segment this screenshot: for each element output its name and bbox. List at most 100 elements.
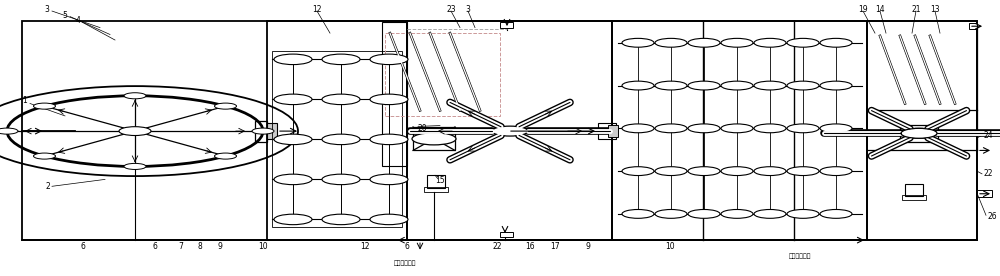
Circle shape [688, 209, 720, 218]
Text: 23: 23 [446, 5, 456, 14]
Circle shape [820, 209, 852, 218]
Bar [500, 232, 513, 237]
Text: 1: 1 [23, 96, 27, 105]
Circle shape [655, 209, 687, 218]
Circle shape [787, 81, 819, 90]
Circle shape [274, 174, 312, 185]
Circle shape [754, 209, 786, 218]
Text: 10: 10 [665, 242, 675, 251]
Circle shape [274, 134, 312, 145]
Circle shape [274, 214, 312, 225]
Bar [382, 22, 407, 166]
Text: 2: 2 [46, 182, 50, 191]
Circle shape [787, 124, 819, 133]
Text: 20: 20 [417, 124, 427, 133]
Text: 22: 22 [492, 242, 502, 251]
Text: 22: 22 [983, 169, 992, 178]
Circle shape [754, 38, 786, 47]
Circle shape [370, 134, 408, 145]
Text: 15: 15 [435, 176, 445, 185]
Circle shape [322, 94, 360, 105]
Circle shape [820, 167, 852, 176]
Circle shape [622, 124, 654, 133]
Text: 12: 12 [360, 242, 370, 251]
Circle shape [322, 54, 360, 65]
Circle shape [0, 128, 18, 134]
Text: 13: 13 [930, 5, 940, 14]
Text: 26: 26 [987, 212, 997, 221]
Circle shape [622, 38, 654, 47]
Circle shape [655, 38, 687, 47]
Circle shape [901, 128, 937, 138]
Text: 剩余污泥外排: 剩余污泥外排 [789, 253, 811, 259]
Circle shape [655, 167, 687, 176]
Circle shape [622, 209, 654, 218]
Bar [424, 187, 448, 192]
Circle shape [721, 167, 753, 176]
Bar [902, 195, 926, 200]
Circle shape [124, 163, 146, 169]
Circle shape [655, 81, 687, 90]
Text: 24: 24 [983, 131, 993, 140]
Bar [608, 125, 618, 137]
Circle shape [820, 81, 852, 90]
Text: 6: 6 [405, 242, 409, 251]
Text: 9: 9 [586, 242, 590, 251]
Circle shape [787, 38, 819, 47]
Text: 9: 9 [218, 242, 222, 251]
Circle shape [721, 38, 753, 47]
Text: 21: 21 [911, 5, 921, 14]
Bar [867, 21, 977, 240]
Circle shape [655, 124, 687, 133]
Bar [255, 121, 267, 142]
Circle shape [754, 124, 786, 133]
Bar [900, 125, 938, 142]
Circle shape [721, 81, 753, 90]
Circle shape [33, 103, 55, 109]
Text: 10: 10 [258, 242, 268, 251]
Circle shape [252, 128, 274, 134]
Circle shape [820, 38, 852, 47]
Bar [267, 123, 277, 139]
Circle shape [33, 153, 55, 159]
Circle shape [688, 124, 720, 133]
Text: 16: 16 [525, 242, 535, 251]
Circle shape [370, 214, 408, 225]
Circle shape [721, 124, 753, 133]
Circle shape [322, 174, 360, 185]
Bar [267, 21, 407, 240]
Circle shape [274, 94, 312, 105]
Text: 3: 3 [45, 5, 49, 14]
Bar [598, 123, 616, 139]
Circle shape [274, 54, 312, 65]
Circle shape [215, 103, 237, 109]
Circle shape [622, 167, 654, 176]
Circle shape [787, 167, 819, 176]
Bar [612, 21, 867, 240]
Bar [22, 21, 977, 240]
Text: 4: 4 [76, 16, 80, 25]
Text: 5: 5 [63, 11, 67, 20]
Circle shape [215, 153, 237, 159]
Text: 3: 3 [466, 5, 470, 14]
Circle shape [412, 133, 456, 145]
Circle shape [124, 93, 146, 99]
Bar [977, 190, 992, 197]
Circle shape [492, 126, 528, 136]
Circle shape [754, 81, 786, 90]
Circle shape [622, 81, 654, 90]
Circle shape [322, 214, 360, 225]
Circle shape [322, 134, 360, 145]
Circle shape [119, 127, 151, 136]
Circle shape [820, 124, 852, 133]
Circle shape [370, 94, 408, 105]
Circle shape [688, 167, 720, 176]
Circle shape [370, 54, 408, 65]
Bar [407, 21, 612, 240]
Text: 8: 8 [198, 242, 202, 251]
Circle shape [370, 174, 408, 185]
Text: 剩余污泥外排: 剩余污泥外排 [394, 260, 416, 266]
Text: 17: 17 [550, 242, 560, 251]
Circle shape [754, 167, 786, 176]
Text: 19: 19 [858, 5, 868, 14]
